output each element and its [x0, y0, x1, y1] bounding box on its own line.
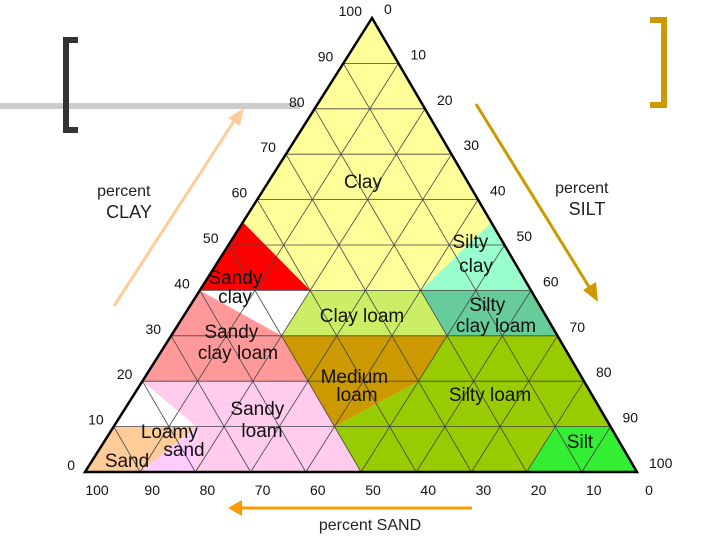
clay-tick-label: 40 [174, 275, 190, 291]
silt-tick-label: 100 [649, 455, 673, 471]
grid-line [342, 63, 583, 473]
clay-direction-arrow [112, 117, 238, 307]
region-silty-loam [334, 335, 611, 472]
region-sandy-clay [199, 222, 311, 291]
silt-tick-label: 60 [543, 273, 559, 289]
clay-tick-label: 70 [260, 139, 276, 155]
sand-tick-label: 50 [365, 482, 381, 498]
sand-tick-label: 100 [85, 482, 109, 498]
grid-line [113, 426, 141, 473]
label-clay: Clay [344, 172, 383, 193]
clay-tick-label: 20 [117, 366, 133, 382]
triangle-outline [82, 15, 640, 474]
grid-line [170, 335, 251, 473]
silt-tick-label: 50 [517, 228, 533, 244]
grid-line [228, 244, 362, 473]
label-silty-clay: Silty clay [452, 232, 493, 277]
silt-tick-label: 40 [490, 183, 506, 199]
sand-tick-label: 20 [531, 482, 547, 498]
sand-tick-label: 40 [420, 482, 436, 498]
label-silt: Silt [567, 432, 594, 453]
silt-tick-label: 90 [623, 410, 639, 426]
sand-tick-label: 10 [586, 482, 602, 498]
right-bracket [650, 17, 667, 108]
label-silty-loam: Silty loam [449, 385, 531, 406]
clay-axis-ticks: 0 10 20 30 40 50 60 70 80 90 100 [67, 3, 362, 473]
grid-line [526, 380, 585, 473]
sand-tick-label: 90 [144, 482, 160, 498]
label-sandy-clay-loam: Sandy clay loam [198, 322, 278, 364]
grid-line [581, 426, 611, 473]
grid-line [471, 335, 558, 473]
sand-axis-title: percent SAND [319, 517, 421, 534]
axis-titles: percent CLAY percent SILT percent SAND [97, 180, 613, 534]
clay-tick-label: 10 [88, 412, 104, 428]
clay-tick-label: 30 [146, 321, 162, 337]
label-medium-loam: Medium loam [321, 367, 394, 406]
clay-tick-label: 60 [232, 185, 248, 201]
grid-line [285, 153, 472, 473]
silt-tick-label: 10 [411, 46, 427, 62]
silt-arrow-head [583, 282, 598, 302]
label-clay-loam: Clay loam [320, 306, 404, 327]
grid-line [360, 244, 505, 473]
silt-axis-ticks: 0 10 20 30 40 50 60 70 80 90 100 [384, 1, 673, 471]
left-bracket [63, 37, 78, 133]
sand-tick-label: 80 [200, 482, 216, 498]
clay-tick-label: 100 [339, 3, 363, 19]
grid-line [199, 290, 307, 473]
region-loamy-sand [140, 426, 197, 472]
region-sand [85, 426, 197, 472]
clay-axis-title: percent CLAY [97, 183, 155, 222]
region-clay-loam [281, 290, 448, 336]
label-silty-clay-loam: Silty clay loam [456, 295, 536, 337]
region-silty-clay [420, 222, 531, 291]
region-labels: Clay Silty clay Sandy clay Clay loam Sil… [105, 172, 594, 472]
sand-tick-label: 70 [255, 482, 271, 498]
silt-tick-label: 0 [384, 1, 392, 17]
triangle-grid [113, 63, 611, 473]
label-sand: Sand [105, 451, 149, 472]
silt-tick-label: 70 [570, 319, 586, 335]
region-silt [526, 426, 637, 472]
grid-line [250, 153, 452, 473]
clay-tick-label: 80 [289, 94, 305, 110]
silt-axis-title: percent SILT [555, 180, 613, 219]
sand-tick-label: 60 [310, 482, 326, 498]
clay-tick-label: 0 [67, 457, 75, 473]
silt-tick-label: 80 [596, 364, 612, 380]
clay-arrow-head [228, 108, 244, 126]
silt-tick-label: 30 [464, 137, 480, 153]
label-sandy-loam: Sandy loam [230, 399, 289, 442]
grid-line [142, 380, 196, 473]
clay-tick-label: 90 [318, 48, 334, 64]
silt-direction-arrow [474, 103, 593, 291]
clay-tick-label: 50 [203, 230, 219, 246]
label-loamy-sand: Loamy sand [141, 422, 205, 461]
sand-axis-ticks: 100 90 80 70 60 50 40 30 20 10 0 [85, 482, 653, 498]
label-sandy-clay: Sandy clay [208, 268, 267, 308]
slide-decoration [0, 17, 667, 133]
sand-tick-label: 0 [645, 482, 653, 498]
silt-tick-label: 20 [437, 92, 453, 108]
sand-arrow-head [228, 500, 242, 516]
direction-arrows [112, 103, 598, 516]
sand-tick-label: 30 [476, 482, 492, 498]
grid-line [139, 63, 399, 473]
grid-line [415, 290, 532, 473]
